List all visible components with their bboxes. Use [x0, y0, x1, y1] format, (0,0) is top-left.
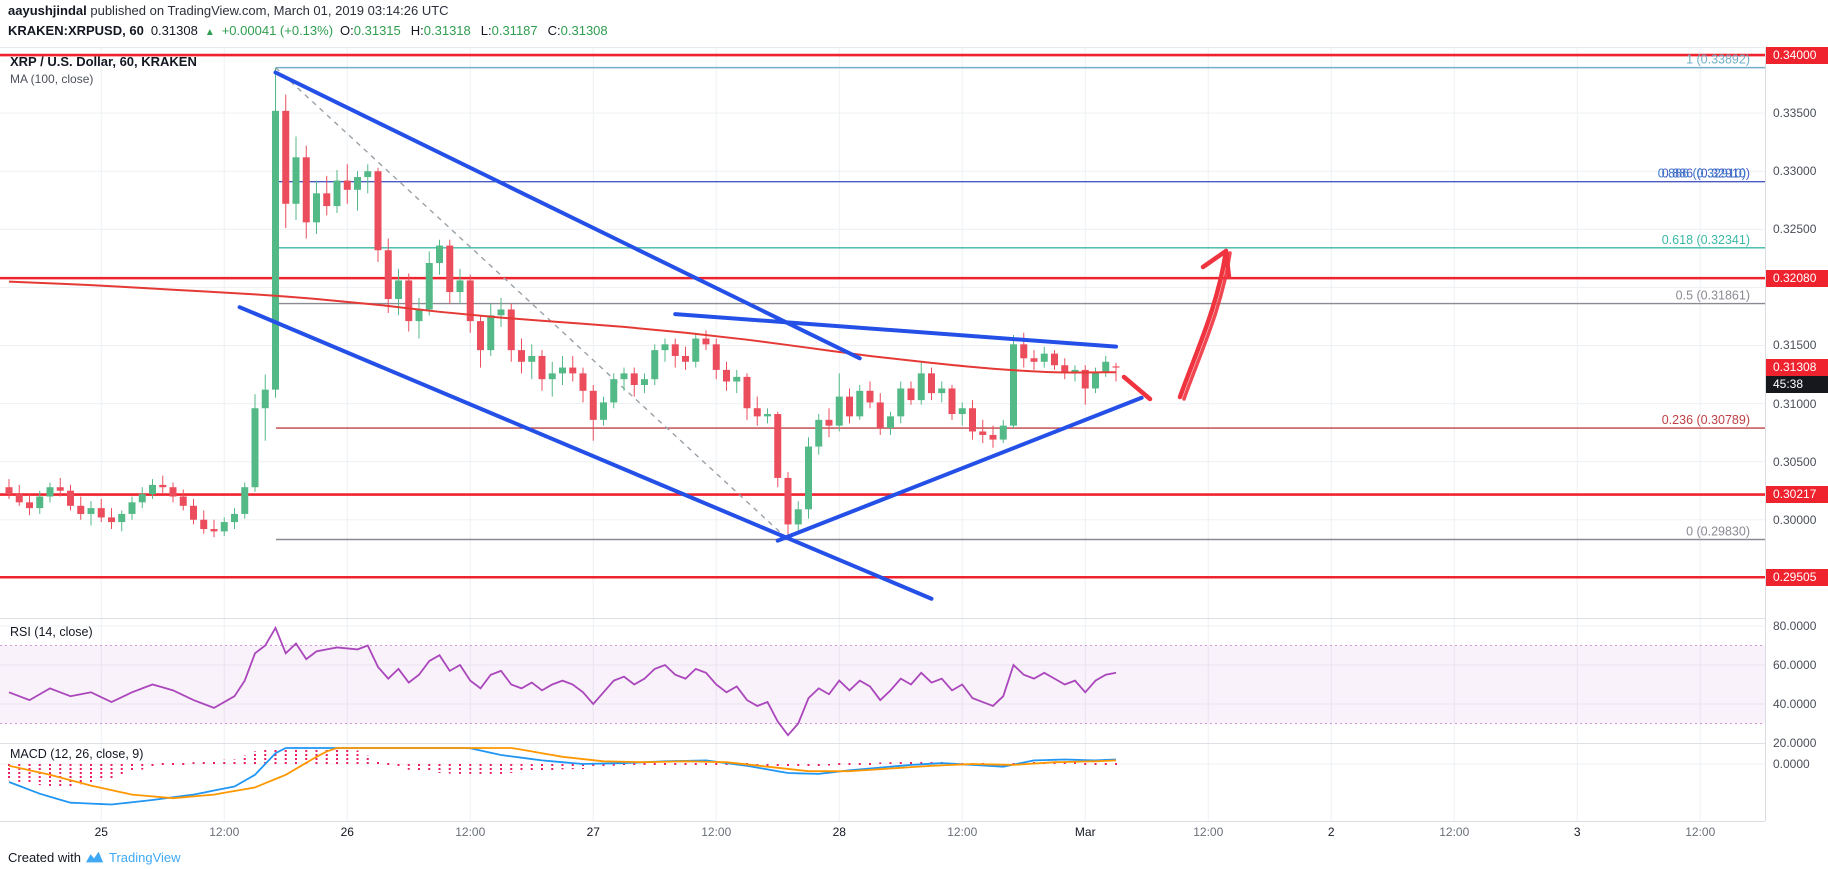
byline-username: aayushjindal: [8, 3, 87, 18]
time-label: 25: [94, 825, 108, 839]
tradingview-logo: [85, 850, 104, 864]
footer: Created with TradingView: [8, 845, 181, 869]
svg-text:0.236 (0.30789): 0.236 (0.30789): [1662, 413, 1750, 427]
buy-arrow-annotation[interactable]: [1121, 248, 1232, 402]
price-axis-label: 0.33500: [1773, 106, 1817, 121]
tradingview-brand[interactable]: TradingView: [108, 849, 181, 865]
price-axis-label: 0.30000: [1773, 512, 1817, 527]
ohlc-label: L:: [480, 23, 492, 38]
created-with-label: Created with: [8, 849, 81, 865]
symbol-name: KRAKEN:XRPUSD, 60: [8, 23, 144, 38]
byline: aayushjindal published on TradingView.co…: [8, 3, 449, 18]
price-axis[interactable]: 0.33500 0.33000 0.32500 0.31500 0.31000 0.305…: [1765, 46, 1828, 821]
fib-labels: 1 (0.33892) 0.886 (0.32910)0.886 (0.32910…: [1658, 53, 1750, 539]
grid-lines: [0, 48, 1765, 821]
time-label: Mar: [1074, 825, 1096, 839]
ohlc-item: H:0.31318: [411, 23, 471, 38]
ohlc-label: C:: [547, 23, 561, 38]
price-badge: 0.34000: [1766, 46, 1828, 64]
svg-text:0.886 (0.32910): 0.886 (0.32910): [1658, 167, 1746, 181]
rsi-axis-label: 80.0000: [1773, 619, 1817, 633]
last-price: 0.31308: [150, 23, 198, 38]
time-label: 3: [1573, 825, 1581, 839]
time-label: 12:00: [1193, 825, 1224, 839]
ohlc-value: 0.31315: [353, 23, 401, 38]
time-label: 12:00: [209, 825, 240, 839]
rsi-indicator-label: RSI (14, close): [10, 625, 93, 639]
ohlc-item: L:0.31187: [481, 23, 538, 38]
ohlc-value: 0.31187: [491, 23, 538, 38]
price-change-arrow: ▲: [204, 27, 215, 38]
time-label: 12:00: [701, 825, 732, 839]
time-label: 26: [340, 825, 354, 839]
macd-signal-line: [8, 747, 1117, 800]
ohlc-label: H:: [410, 23, 424, 38]
fib-retracement[interactable]: [276, 66, 1765, 541]
svg-text:0.618 (0.32341): 0.618 (0.32341): [1662, 233, 1750, 247]
price-axis-label: 0.30500: [1773, 454, 1817, 469]
trendlines[interactable]: [237, 70, 1144, 601]
macd-line: [8, 747, 1117, 806]
rsi-axis-label: 60.0000: [1773, 658, 1817, 672]
rsi-line: [8, 625, 1117, 737]
macd-indicator-label: MACD (12, 26, close, 9): [10, 747, 144, 761]
macd-pane: [8, 747, 1117, 806]
price-badge: 0.32080: [1766, 269, 1828, 287]
svg-text:1 (0.33892): 1 (0.33892): [1686, 53, 1750, 67]
time-label: 12:00: [1685, 825, 1716, 839]
ohlc-value: 0.31318: [423, 23, 471, 38]
rsi-band: [0, 645, 1765, 724]
fib-diagonal: [275, 67, 789, 541]
price-badge: 0.29505: [1766, 568, 1828, 586]
ma-indicator-label: MA (100, close): [10, 72, 94, 86]
time-label: 12:00: [455, 825, 486, 839]
pane-title-main: XRP / U.S. Dollar, 60, KRAKEN: [10, 54, 197, 69]
price-change: +0.00041 (+0.13%): [221, 23, 334, 38]
time-label: 12:00: [947, 825, 978, 839]
time-label: 27: [586, 825, 600, 839]
time-label: 12:00: [1439, 825, 1470, 839]
svg-text:0.5 (0.31861): 0.5 (0.31861): [1676, 289, 1750, 303]
ohlc-values: O:0.31315 H:0.31318 L:0.31187 C:0.31308: [340, 23, 608, 38]
price-badge: 0.31308: [1766, 359, 1828, 377]
ohlc-label: O:: [340, 23, 354, 38]
ohlc-item: C:0.31308: [548, 23, 608, 38]
time-label: 2: [1327, 825, 1335, 839]
chart-region[interactable]: 1 (0.33892) 0.886 (0.32910) 0.886 (0.32910…: [0, 46, 1828, 869]
ticker-header: KRAKEN:XRPUSD, 60 0.31308 ▲ +0.00041 (+0…: [8, 23, 608, 38]
time-axis[interactable]: 25 12:00 26 12:00 27 12:00 28 12:00 Mar 12:00 2 12:…: [0, 821, 1765, 844]
price-axis-label: 0.32500: [1773, 222, 1817, 237]
price-axis-label: 0.33000: [1773, 164, 1817, 179]
svg-text:0.886 (0.32910): 0.886 (0.32910): [1662, 167, 1750, 181]
ohlc-value: 0.31308: [560, 23, 608, 38]
candlestick-series[interactable]: [5, 67, 1120, 540]
price-badge: 0.30217: [1766, 486, 1828, 504]
rsi-axis-label: 20.0000: [1773, 736, 1817, 750]
ohlc-item: O:0.31315: [340, 23, 401, 38]
price-axis-label: 0.31500: [1773, 338, 1817, 353]
byline-text: published on TradingView.com, March 01, …: [86, 3, 449, 18]
countdown-badge: 45:38: [1766, 376, 1828, 394]
macd-axis-label: 0.0000: [1773, 757, 1810, 771]
ma100-line[interactable]: [8, 280, 1117, 374]
time-label: 28: [832, 825, 846, 839]
price-axis-label: 0.31000: [1773, 396, 1817, 411]
rsi-axis-label: 40.0000: [1773, 697, 1817, 711]
chart-canvas[interactable]: 1 (0.33892) 0.886 (0.32910)0.886 (0.32910…: [0, 48, 1765, 821]
svg-text:0 (0.29830): 0 (0.29830): [1686, 525, 1750, 539]
